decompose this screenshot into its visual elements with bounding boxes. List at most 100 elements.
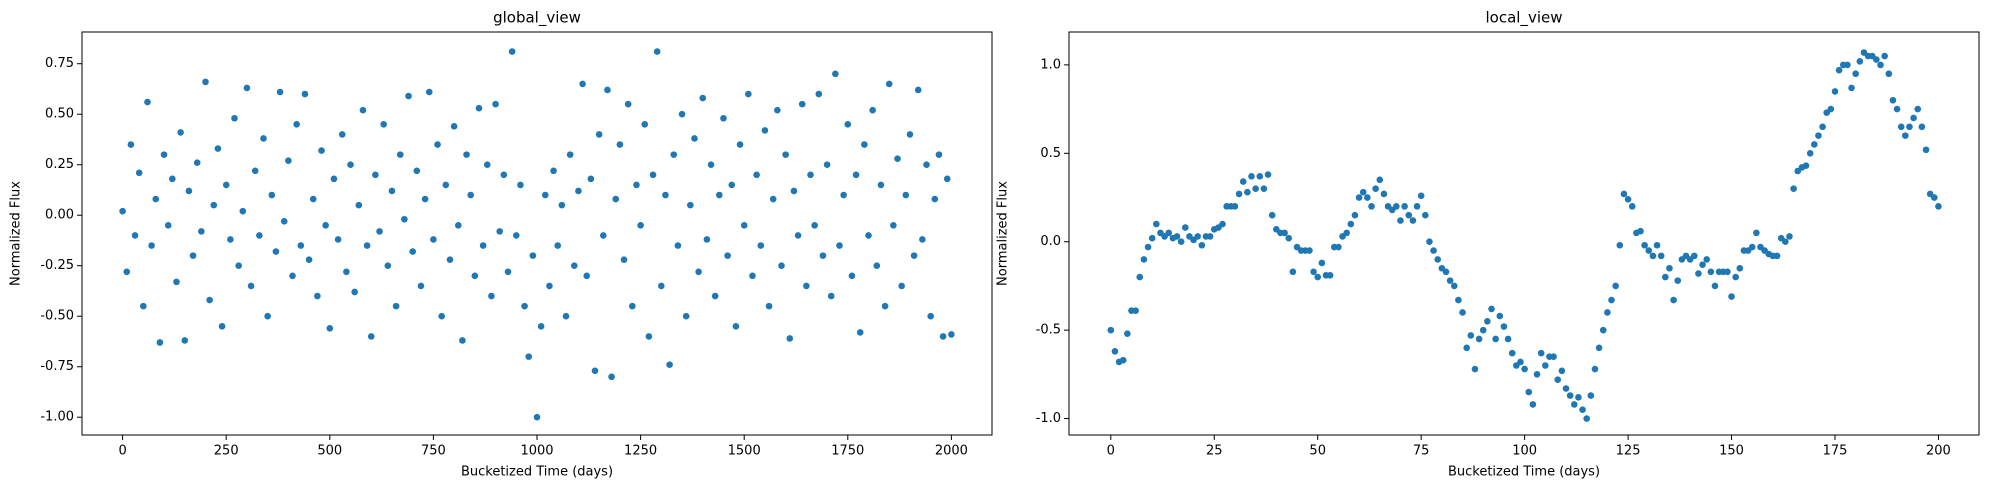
point (753, 171, 760, 179)
point (720, 114, 727, 122)
point (1599, 326, 1607, 334)
point (1666, 264, 1673, 272)
point (1426, 238, 1433, 246)
point (931, 195, 939, 203)
point (558, 201, 566, 209)
point (1575, 394, 1582, 401)
point (1198, 241, 1206, 249)
point (570, 262, 578, 270)
point (326, 325, 334, 332)
point (1612, 282, 1619, 290)
point (330, 175, 338, 183)
point (819, 252, 827, 259)
point (1368, 203, 1375, 210)
point (566, 151, 574, 158)
point (450, 123, 458, 130)
point (1856, 58, 1864, 65)
point (1558, 367, 1566, 375)
point (488, 292, 495, 300)
point (1306, 247, 1313, 254)
point (546, 282, 553, 290)
point (699, 94, 707, 102)
point (575, 187, 582, 195)
point (198, 228, 205, 235)
point (218, 323, 226, 330)
point (645, 333, 653, 340)
point (1409, 217, 1417, 224)
point (1119, 356, 1127, 364)
plot-frame (81, 31, 993, 436)
point (869, 106, 876, 114)
point (935, 151, 943, 158)
point (1281, 229, 1288, 237)
point (612, 195, 620, 203)
point (322, 222, 329, 229)
point (1852, 70, 1859, 78)
point (434, 141, 441, 148)
point (761, 127, 769, 134)
point (131, 232, 139, 239)
point (1728, 293, 1735, 300)
point (202, 78, 209, 86)
point (1194, 233, 1201, 240)
point (1488, 305, 1495, 313)
x-tick-label: 150 (1719, 444, 1744, 459)
point (898, 282, 905, 290)
point (467, 191, 474, 199)
point (367, 333, 375, 340)
point (894, 155, 901, 162)
point (782, 151, 789, 158)
point (716, 191, 723, 199)
point (562, 312, 570, 320)
point (214, 145, 222, 152)
x-tick-label: 1750 (831, 444, 864, 459)
point (189, 252, 197, 259)
point (1662, 273, 1669, 281)
y-tick-label: 1.0 (1040, 57, 1061, 72)
point (1364, 194, 1371, 201)
point (347, 161, 354, 169)
y-tick-label: -1.00 (40, 410, 74, 425)
point (1831, 88, 1839, 95)
point (1922, 146, 1930, 154)
point (1881, 52, 1888, 60)
point (1703, 256, 1711, 263)
point (1111, 348, 1119, 355)
point (305, 256, 313, 263)
point (865, 232, 872, 239)
x-tick-label: 175 (1823, 444, 1848, 459)
point (711, 292, 719, 300)
point (1786, 233, 1793, 240)
chart-title: global_view (493, 9, 581, 28)
point (355, 201, 363, 209)
point (297, 242, 305, 249)
point (1517, 358, 1524, 366)
point (185, 187, 193, 195)
x-tick-label: 100 (1512, 444, 1537, 459)
point (169, 175, 176, 183)
point (840, 191, 847, 199)
y-tick-label: -1.0 (1036, 411, 1061, 426)
point (479, 242, 487, 249)
point (235, 262, 242, 270)
point (1570, 401, 1578, 408)
point (927, 312, 934, 320)
point (1351, 211, 1359, 219)
point (421, 195, 429, 203)
point (591, 367, 599, 375)
point (852, 171, 860, 179)
point (1492, 335, 1499, 343)
point (438, 312, 445, 320)
point (1537, 349, 1545, 357)
point (343, 268, 350, 276)
point (1819, 123, 1826, 131)
point (425, 88, 433, 96)
point (1335, 243, 1342, 251)
point (1542, 362, 1549, 369)
point (1773, 252, 1781, 260)
point (1690, 252, 1698, 260)
point (666, 361, 673, 369)
x-tick-label: 2000 (935, 444, 968, 459)
x-tick-label: 200 (1926, 444, 1951, 459)
point (1405, 211, 1413, 219)
